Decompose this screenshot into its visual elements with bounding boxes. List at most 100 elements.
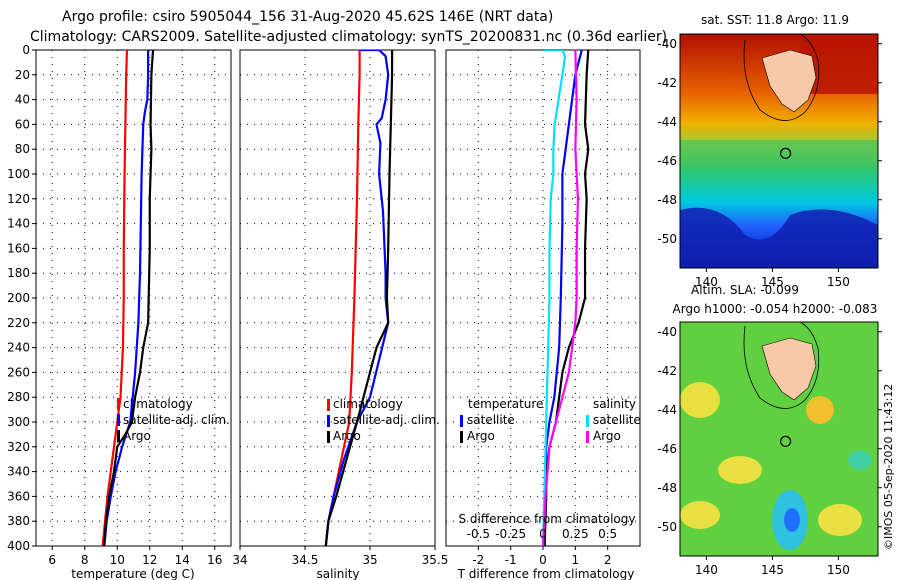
legend-argo-swatch (327, 431, 330, 443)
legend-sal-satellite-label: satellite (593, 413, 641, 427)
sla-map-frame (679, 321, 879, 557)
y-tick-label: 0 (22, 43, 30, 57)
temperature-panel: 0 20 40 60 80 100 120 140 160 180 200 220 240 260 280 3… (7, 43, 232, 580)
sla-yellow-blob (680, 501, 720, 529)
y-tick-label: 280 (7, 390, 30, 404)
y-tick-label: 180 (7, 266, 30, 280)
sla-yellow-blob (806, 396, 834, 424)
legend-satellite-label: satellite (467, 413, 515, 427)
x-tick-label: 16 (207, 553, 222, 567)
y-tick-label: 380 (7, 514, 30, 528)
temperature-line-satellite-adj-clim- (103, 50, 150, 546)
difference-panel: -2 -1 0 1 2 T difference from climatology S … (445, 49, 641, 580)
difference-xlabel: T difference from climatology (457, 567, 635, 580)
sst-map-frame (679, 33, 879, 269)
sla-blue-blob (784, 508, 800, 532)
tasmania-land (761, 49, 817, 113)
sla-map: Altim. SLA: -0.099 Argo h1000: -0.054 h2… (657, 283, 882, 577)
x-tick-label: 35 (362, 553, 377, 567)
map-x-tick-label: 140 (695, 563, 718, 577)
legend-argo-label: Argo (467, 429, 495, 443)
salinity-xlabel: salinity (316, 567, 359, 580)
legend-sal-argo-swatch (586, 431, 589, 443)
x-tick-label: 34 (232, 553, 247, 567)
temperature-legend: climatology satellite-adj. clim. Argo (117, 397, 230, 443)
y-tick-label: 220 (7, 316, 30, 330)
map-x-tick-label: 140 (695, 275, 718, 289)
argo-location-marker (779, 435, 792, 447)
x-tick-label: 8 (81, 553, 89, 567)
argo-location-marker (779, 147, 792, 159)
sla-yellow-blob (680, 382, 720, 418)
sst-map: sat. SST: 11.8 Argo: 11.9 -40 -42 -44 -46 -4… (657, 13, 882, 289)
sst-green-band (680, 140, 878, 168)
map-x-tick-label: 150 (827, 563, 850, 577)
x-tick-label: 14 (175, 553, 190, 567)
map-y-tick-label: -50 (657, 232, 677, 246)
difference-line-salinity-satellite (541, 50, 567, 546)
salinity-line-argo (324, 50, 394, 546)
y-tick-label: 100 (7, 167, 30, 181)
y-tick-label: 60 (15, 117, 30, 131)
y-tick-label: 20 (15, 68, 30, 82)
map-y-tick-label: -40 (657, 325, 677, 339)
sla-yellow-blob (718, 456, 762, 484)
sla-yellow-blob (818, 504, 862, 536)
x-tick-label: -1 (505, 553, 517, 567)
sla-cyan-blob (848, 450, 872, 470)
legend-temperature-heading: temperature (468, 397, 543, 411)
imos-credit: ©IMOS 05-Sep-2020 11:43:12 (882, 384, 895, 550)
title-line-1: Argo profile: csiro 5905044_156 31-Aug-2… (62, 9, 553, 25)
legend-satellite-swatch (327, 415, 330, 427)
temperature-line-argo (103, 50, 155, 546)
salinity-line-satellite-adj-clim- (324, 50, 390, 546)
salinity-panel: 34 34.5 35 35.5 salinity climatology satell… (232, 49, 448, 580)
x-tick-label: -2 (472, 553, 484, 567)
sst-map-title: sat. SST: 11.8 Argo: 11.9 (701, 13, 849, 27)
difference-legend-temperature: temperature satellite Argo (460, 397, 543, 443)
x-tick-label-salinity: 0 (539, 527, 547, 541)
difference-xlabel-salinity: S difference from climatology (459, 512, 636, 526)
y-tick-label: 340 (7, 465, 30, 479)
sla-map-title: Altim. SLA: -0.099 (691, 283, 799, 297)
legend-climatology-label: climatology (123, 397, 193, 411)
map-y-tick-label: -42 (657, 364, 677, 378)
y-tick-label: 260 (7, 365, 30, 379)
salinity-legend: climatology satellite-adj. clim. Argo (327, 397, 440, 443)
legend-climatology-label: climatology (333, 397, 403, 411)
legend-argo-label: Argo (123, 429, 151, 443)
map-x-tick-label: 145 (761, 563, 784, 577)
map-y-tick-label: -48 (657, 481, 677, 495)
temperature-plot-frame (35, 49, 232, 547)
difference-plot-frame (445, 49, 641, 547)
temperature-xlabel: temperature (deg C) (71, 567, 194, 580)
legend-satellite-label: satellite-adj. clim. (333, 413, 440, 427)
y-tick-label: 360 (7, 489, 30, 503)
legend-argo-swatch (460, 431, 463, 443)
temperature-line-climatology (101, 50, 129, 546)
legend-satellite-label: satellite-adj. clim. (123, 413, 230, 427)
x-tick-label: 6 (48, 553, 56, 567)
map-y-tick-label: -46 (657, 442, 677, 456)
sla-map-subtitle: Argo h1000: -0.054 h2000: -0.083 (673, 302, 878, 316)
x-tick-label-salinity: -0.5 (467, 527, 490, 541)
map-y-tick-label: -42 (657, 76, 677, 90)
y-tick-label: 40 (15, 93, 30, 107)
y-tick-label: 400 (7, 539, 30, 553)
y-tick-label: 300 (7, 415, 30, 429)
sst-cold-eddy (680, 207, 878, 268)
legend-satellite-swatch (117, 414, 120, 426)
legend-climatology-swatch (327, 399, 330, 411)
map-y-tick-label: -44 (657, 403, 677, 417)
y-tick-label: 240 (7, 341, 30, 355)
map-y-tick-label: -48 (657, 193, 677, 207)
map-x-tick-label: 150 (827, 275, 850, 289)
x-tick-label: 12 (142, 553, 157, 567)
difference-line-salinity-argo (541, 50, 580, 546)
salinity-plot-frame (239, 49, 436, 547)
x-tick-label: 34.5 (292, 553, 319, 567)
y-tick-label: 160 (7, 241, 30, 255)
y-tick-label: 200 (7, 291, 30, 305)
x-tick-label-salinity: 0.5 (598, 527, 617, 541)
